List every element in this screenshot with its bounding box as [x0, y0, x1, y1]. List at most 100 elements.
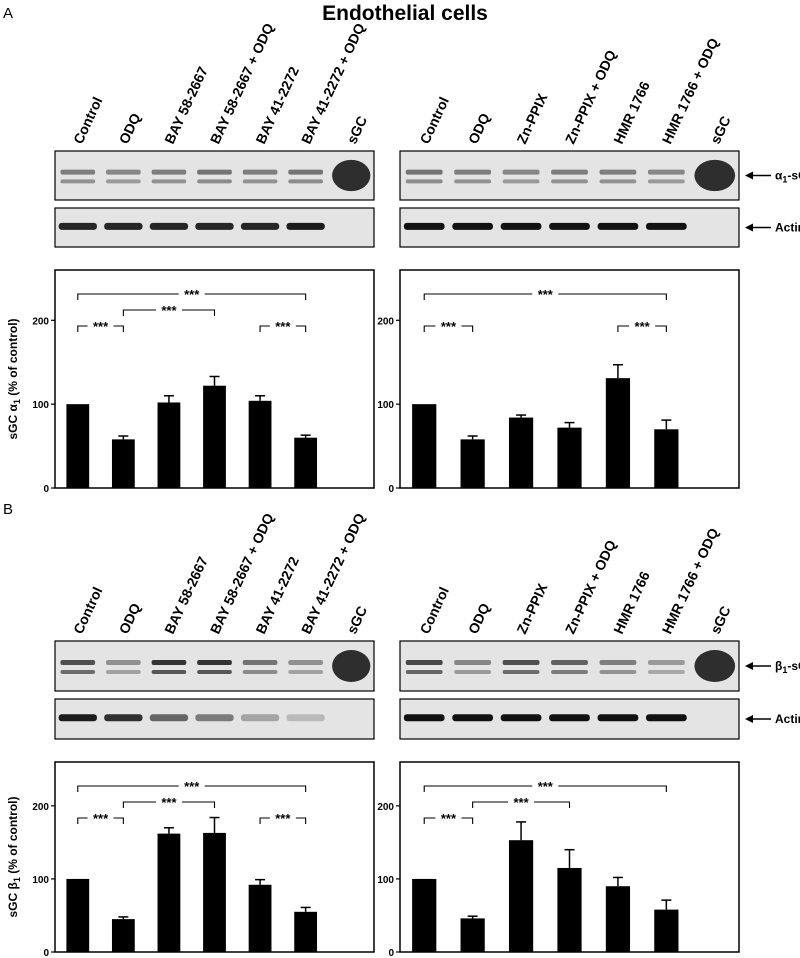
- actin-band: [549, 714, 590, 722]
- lane-label: BAY 41-2272: [252, 554, 302, 636]
- lane-label: sGC: [343, 603, 370, 636]
- significance-label: ***: [161, 795, 177, 810]
- y-tick-label: 100: [32, 400, 49, 411]
- blot-box: [399, 150, 740, 201]
- significance-label: ***: [538, 287, 554, 302]
- bar: [508, 417, 534, 488]
- blot-band: [242, 179, 278, 184]
- lane-label: Zn-PPIX + ODQ: [562, 47, 619, 146]
- actin-band: [549, 222, 590, 230]
- y-tick-label: 200: [32, 316, 49, 327]
- bar: [111, 439, 135, 488]
- significance-label: ***: [441, 319, 457, 334]
- blot-band: [60, 670, 96, 674]
- y-tick-label: 0: [43, 948, 49, 958]
- lane-label: sGC: [707, 603, 734, 636]
- significance-label: ***: [635, 319, 651, 334]
- bar: [557, 867, 582, 952]
- bar: [248, 884, 272, 952]
- actin-band: [240, 714, 280, 722]
- lane-label: Control: [70, 94, 106, 146]
- bar: [412, 878, 437, 952]
- lane-label: HMR 1766: [610, 79, 653, 147]
- blot-band: [551, 169, 588, 175]
- sgc-marker-label: α1-sGC: [775, 169, 800, 185]
- significance-label: ***: [513, 795, 529, 810]
- bar: [203, 832, 226, 952]
- significance-label: ***: [93, 319, 109, 334]
- blot-band: [599, 169, 637, 175]
- lane-label: BAY 41-2272: [252, 64, 302, 146]
- lane-label: sGC: [343, 113, 370, 146]
- significance-label: ***: [184, 287, 200, 302]
- bar: [654, 909, 679, 952]
- figure-title: Endothelial cells: [322, 2, 488, 25]
- lane-label: Zn-PPIX: [513, 580, 550, 636]
- bar: [412, 404, 437, 488]
- blot-band: [60, 179, 96, 184]
- significance-mask: [435, 813, 462, 823]
- blot-band: [454, 179, 492, 184]
- y-tick-label: 200: [377, 316, 394, 327]
- blot-band: [502, 179, 540, 184]
- y-tick-label: 0: [388, 948, 394, 958]
- lane-label: BAY 58-2667: [161, 64, 211, 146]
- lane-label: Control: [416, 584, 452, 636]
- y-tick-label: 100: [32, 875, 49, 886]
- blot-band: [332, 159, 371, 192]
- bar: [157, 402, 181, 488]
- lane-label: Control: [70, 584, 106, 636]
- blot-band: [599, 179, 637, 184]
- blot-band: [502, 169, 540, 175]
- blot-band: [106, 660, 141, 665]
- actin-band: [597, 222, 639, 230]
- significance-mask: [87, 321, 114, 331]
- blot-band: [106, 169, 141, 175]
- significance-label: ***: [275, 811, 291, 826]
- actin-band: [149, 714, 189, 722]
- significance-mask: [508, 797, 535, 807]
- blot-band: [106, 670, 141, 674]
- blot-band: [151, 660, 187, 665]
- blot-band: [288, 670, 323, 674]
- blot-band: [197, 670, 232, 674]
- bar: [294, 911, 318, 952]
- marker-arrow-head: [745, 662, 753, 670]
- lane-label: Zn-PPIX: [513, 90, 550, 146]
- blot-band: [647, 660, 685, 665]
- blot-band: [551, 670, 588, 674]
- blot-band: [694, 159, 736, 192]
- blot-band: [454, 660, 492, 665]
- actin-band: [195, 222, 234, 230]
- actin-marker-label: Actin: [775, 221, 800, 235]
- actin-band: [646, 714, 687, 722]
- blot-band: [502, 660, 540, 665]
- y-tick-label: 200: [377, 802, 394, 813]
- significance-label: ***: [93, 811, 109, 826]
- bar: [66, 878, 90, 952]
- actin-band: [58, 714, 97, 722]
- y-tick-label: 100: [377, 875, 394, 886]
- blot-band: [106, 179, 141, 184]
- blot-band: [60, 660, 96, 665]
- blot-band: [599, 670, 637, 674]
- lane-label: ODQ: [116, 601, 144, 637]
- blot-band: [405, 179, 443, 184]
- bar: [605, 886, 631, 952]
- blot-box: [54, 150, 375, 201]
- blot-band: [647, 169, 685, 175]
- blot-band: [151, 670, 187, 674]
- significance-label: ***: [538, 779, 554, 794]
- significance-label: ***: [441, 811, 457, 826]
- lane-label: BAY 58-2667: [161, 554, 211, 636]
- significance-label: ***: [184, 779, 200, 794]
- significance-mask: [269, 321, 296, 331]
- blot-band: [551, 660, 588, 665]
- actin-band: [452, 222, 493, 230]
- blot-band: [288, 660, 323, 665]
